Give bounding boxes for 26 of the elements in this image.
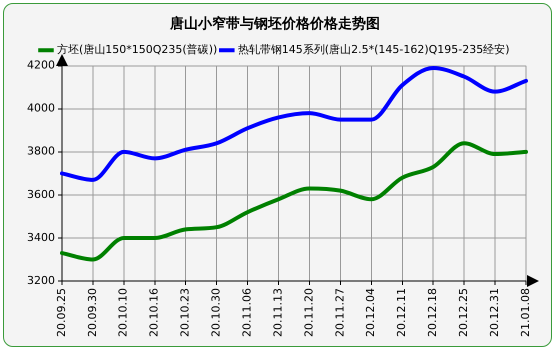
chart-title: 唐山小窄带与钢坯价格价格走势图 — [169, 15, 380, 32]
x-tick-label: 20.11.27 — [333, 288, 346, 337]
line-series — [60, 141, 528, 262]
y-tick-label: 3200 — [26, 274, 55, 287]
y-tick-label: 3600 — [26, 188, 55, 201]
x-tick-label: 20.12.04 — [364, 288, 378, 337]
y-tick-label: 3800 — [26, 144, 55, 158]
legend-label: 热轧带钢145系列(唐山2.5*(145-162)Q195-235经安) — [238, 43, 510, 56]
y-tick-label: 4200 — [26, 58, 55, 72]
x-tick-label: 20.10.10 — [116, 288, 130, 337]
x-tick-label: 20.12.31 — [488, 288, 501, 337]
x-tick-label: 20.11.20 — [302, 288, 316, 337]
legend-label: 方坯(唐山150*150Q235(普碳)) — [56, 43, 218, 56]
x-tick-label: 20.12.11 — [395, 288, 408, 337]
x-tick-label: 21.01.08 — [518, 288, 532, 337]
y-tick-label: 3400 — [26, 230, 55, 244]
x-tick-label: 20.11.06 — [240, 288, 254, 337]
x-tick-label: 20.09.25 — [54, 288, 68, 337]
x-tick-label: 20.12.25 — [456, 288, 470, 337]
x-tick-label: 20.10.23 — [178, 288, 192, 337]
x-tick-label: 20.10.16 — [148, 288, 161, 337]
x-tick-label: 20.11.13 — [271, 288, 284, 337]
x-tick-label: 20.12.18 — [426, 288, 440, 337]
y-tick-label: 4000 — [26, 102, 55, 115]
x-tick-label: 20.09.30 — [86, 288, 99, 337]
x-tick-label: 20.10.30 — [210, 288, 223, 337]
